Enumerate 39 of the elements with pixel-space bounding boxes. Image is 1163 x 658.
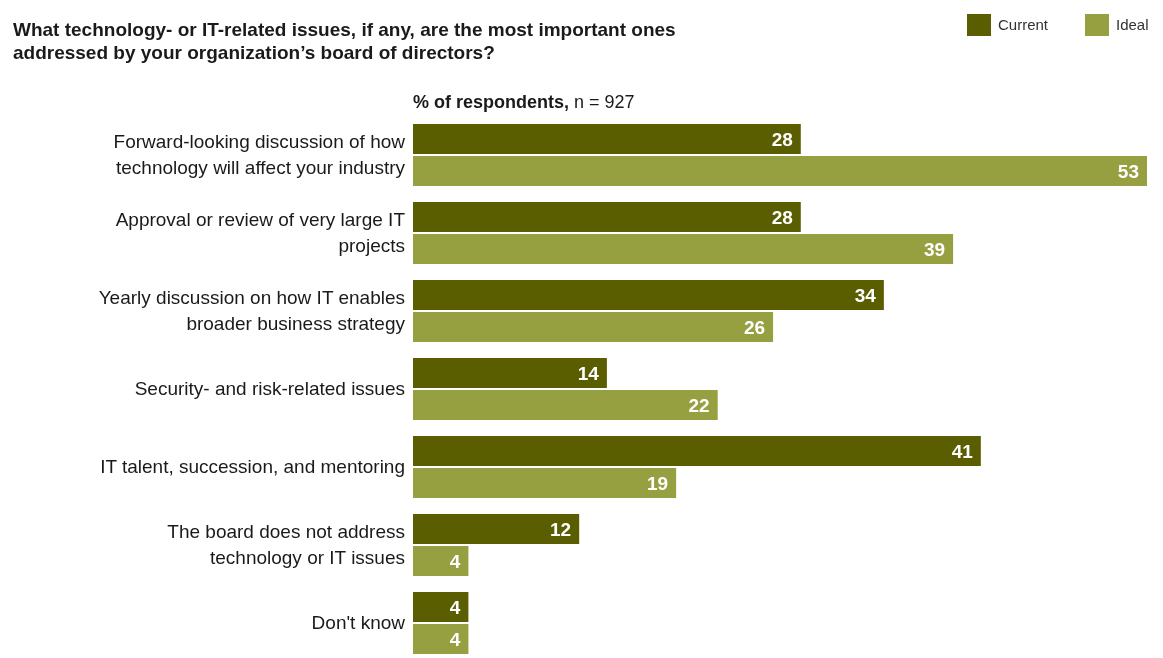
data-label: 26 (743, 317, 766, 338)
data-label: 28 (771, 207, 793, 228)
bar (413, 624, 469, 654)
bar (413, 234, 954, 264)
data-label: 28 (771, 129, 793, 150)
data-label: 4 (449, 597, 461, 618)
data-label: 4 (449, 629, 461, 650)
data-label: 34 (854, 285, 877, 306)
legend-label: Current (998, 16, 1049, 33)
bar (413, 468, 677, 498)
chart-subtitle: % of respondents, n = 927 (413, 92, 635, 112)
y-tick-label: Approval or review of very large IT projects (115, 209, 406, 256)
bar (413, 514, 580, 544)
bar (413, 202, 801, 232)
y-tick-label: The board does not address technology or IT issues (167, 521, 405, 568)
bar (413, 124, 801, 154)
data-label: 53 (1117, 161, 1139, 182)
bar (413, 280, 884, 310)
data-label: 22 (688, 395, 710, 416)
bar (413, 436, 981, 466)
y-tick-label: Yearly discussion on how IT enables broader business strategy (98, 287, 406, 334)
data-label: 19 (646, 473, 669, 494)
legend-label: Ideal (1116, 16, 1149, 33)
bar (413, 312, 774, 342)
y-tick-label: Forward-looking discussion of how technology will affect your industry (113, 131, 406, 178)
data-label: 12 (550, 519, 572, 540)
data-label: 39 (923, 239, 946, 260)
bar (413, 358, 607, 388)
bar (413, 390, 718, 420)
y-tick-label: Don't know (311, 612, 406, 633)
chart-title: What technology- or IT-related issues, if any, are the most important ones addressed by your organization’s board of directors? (13, 19, 676, 63)
data-label: 14 (577, 363, 600, 384)
bar (413, 546, 469, 576)
bar (413, 156, 1147, 186)
data-label: 4 (449, 551, 461, 572)
data-label: 41 (951, 441, 974, 462)
y-tick-label: IT talent, succession, and mentoring (100, 456, 405, 477)
bar (413, 592, 469, 622)
y-tick-label: Security- and risk-related issues (134, 378, 405, 399)
